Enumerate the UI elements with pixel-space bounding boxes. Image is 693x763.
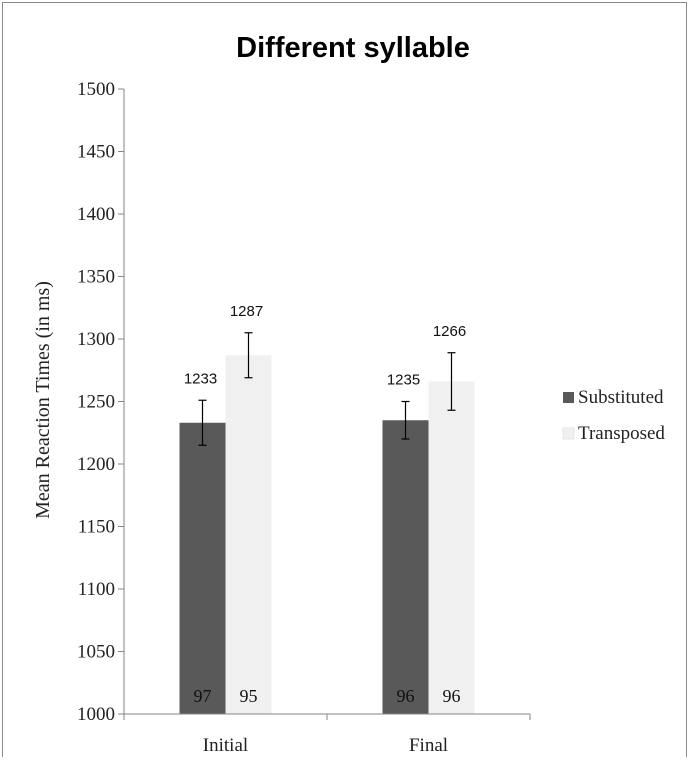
legend: Substituted Transposed xyxy=(562,387,665,444)
y-tick-label: 1100 xyxy=(78,579,115,600)
x-tick-label: Final xyxy=(409,735,448,756)
y-axis: 1000 1050 1100 1150 1200 1250 1300 1350 1400 1450… xyxy=(77,79,125,725)
y-tick-label: 1250 xyxy=(77,392,115,413)
chart-frame xyxy=(2,2,687,757)
legend-label: Transposed xyxy=(578,423,665,444)
data-label: 1266 xyxy=(433,323,466,340)
y-axis-label: Mean Reaction Times (in ms) xyxy=(32,281,54,519)
data-label: 1235 xyxy=(387,372,420,389)
y-tick-label: 1450 xyxy=(77,142,115,163)
legend-label: Substituted xyxy=(578,387,664,408)
data-label: 1287 xyxy=(230,303,263,320)
bar xyxy=(225,355,272,714)
y-tick-label: 1500 xyxy=(77,79,115,100)
count-label: 95 xyxy=(240,686,258,706)
x-tick-label: Initial xyxy=(203,735,248,756)
y-tick-label: 1400 xyxy=(77,204,115,225)
bar xyxy=(382,420,429,714)
legend-swatch xyxy=(562,427,575,440)
y-tick-label: 1000 xyxy=(77,704,115,725)
y-tick-label: 1350 xyxy=(77,267,115,288)
bar xyxy=(428,381,475,714)
count-label: 96 xyxy=(397,686,415,706)
count-label: 97 xyxy=(194,686,212,706)
chart-title: Different syllable xyxy=(236,32,470,64)
y-tick-label: 1300 xyxy=(77,329,115,350)
data-label: 1233 xyxy=(184,370,217,387)
legend-swatch xyxy=(563,392,574,403)
count-label: 96 xyxy=(443,686,461,706)
bar xyxy=(179,422,226,714)
y-tick-label: 1150 xyxy=(78,517,115,538)
bars: 1233 97 1287 95 1235 96 1266 96 xyxy=(179,303,475,714)
x-axis: Initial Final xyxy=(123,713,531,756)
y-tick-label: 1200 xyxy=(77,454,115,475)
y-tick-label: 1050 xyxy=(77,642,115,663)
